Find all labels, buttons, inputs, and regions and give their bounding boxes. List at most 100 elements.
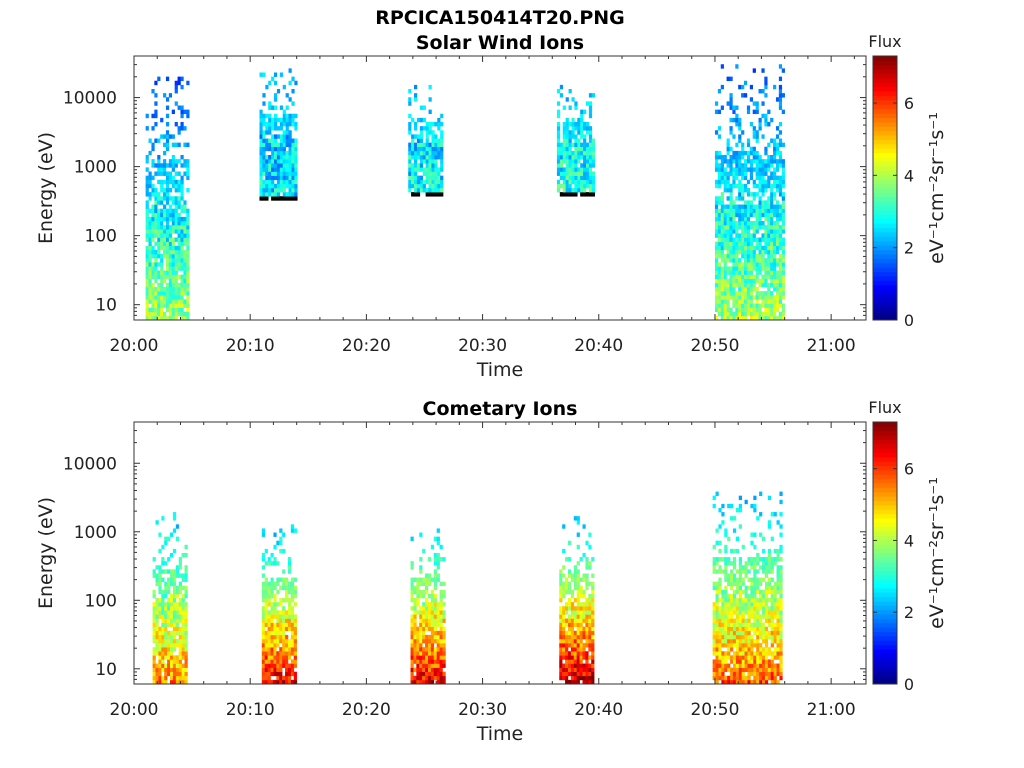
- spectrogram-cell: [583, 109, 587, 115]
- spectrogram-cell: [422, 614, 426, 619]
- spectrogram-cell: [732, 295, 736, 300]
- spectrogram-cell: [778, 155, 783, 160]
- spectrogram-cell: [268, 192, 272, 197]
- spectrogram-cell: [181, 630, 185, 636]
- spectrogram-cell: [732, 262, 736, 267]
- spectrogram-cell: [271, 146, 275, 152]
- spectrogram-cell: [178, 630, 182, 636]
- spectrogram-cell: [148, 278, 152, 284]
- spectrogram-cell: [425, 159, 429, 164]
- spectrogram-cell: [746, 200, 751, 205]
- spectrogram-cell: [778, 208, 783, 214]
- spectrogram-cell: [282, 610, 286, 615]
- spectrogram-cell: [762, 655, 766, 660]
- spectrogram-cell: [433, 614, 437, 619]
- spectrogram-cell: [164, 589, 168, 595]
- spectrogram-cell: [427, 634, 432, 640]
- spectrogram-cell: [735, 303, 739, 308]
- spectrogram-cell: [442, 663, 446, 668]
- spectrogram-cell: [154, 109, 158, 115]
- spectrogram-cell: [735, 630, 740, 636]
- spectrogram-cell: [726, 138, 730, 143]
- spectrogram-cell: [588, 647, 592, 652]
- spectrogram-cell: [288, 155, 292, 160]
- spectrogram-cell: [585, 183, 590, 189]
- spectrogram-cell: [729, 307, 733, 313]
- spectrogram-cell: [559, 573, 563, 578]
- spectrogram-cell: [738, 159, 742, 164]
- colorbar-band: [873, 605, 897, 611]
- spectrogram-cell: [427, 667, 432, 673]
- spectrogram-cell: [761, 68, 765, 73]
- spectrogram-cell: [585, 655, 589, 660]
- spectrogram-cell: [171, 142, 175, 148]
- spectrogram-cell: [414, 146, 418, 152]
- spectrogram-cell: [165, 295, 170, 300]
- spectrogram-cell: [270, 679, 274, 685]
- spectrogram-cell: [416, 163, 421, 168]
- spectrogram-cell: [735, 577, 740, 582]
- spectrogram-cell: [171, 237, 175, 242]
- spectrogram-cell: [427, 622, 432, 627]
- spectrogram-cell: [434, 188, 438, 193]
- spectrogram-cell: [267, 634, 271, 640]
- spectrogram-cell: [717, 109, 722, 115]
- spectrogram-cell: [184, 544, 188, 550]
- spectrogram-cell: [749, 307, 754, 313]
- spectrogram-cell: [744, 499, 748, 505]
- spectrogram-cell: [729, 225, 733, 230]
- spectrogram-cell: [174, 299, 178, 304]
- spectrogram-cell: [579, 634, 583, 640]
- spectrogram-cell: [735, 142, 739, 148]
- spectrogram-cell: [779, 671, 783, 677]
- colorbar-band: [873, 108, 897, 114]
- spectrogram-cell: [271, 188, 275, 193]
- spectrogram-cell: [770, 233, 774, 238]
- spectrogram-cell: [776, 671, 780, 677]
- spectrogram-cell: [160, 163, 164, 168]
- spectrogram-cell: [282, 679, 286, 685]
- spectrogram-cell: [186, 225, 190, 230]
- spectrogram-cell: [712, 544, 716, 550]
- spectrogram-cell: [585, 192, 590, 197]
- spectrogram-cell: [157, 291, 161, 296]
- spectrogram-cell: [178, 589, 182, 595]
- spectrogram-cell: [718, 610, 722, 615]
- spectrogram-cell: [729, 258, 733, 263]
- spectrogram-cell: [161, 593, 165, 599]
- spectrogram-cell: [178, 602, 182, 607]
- spectrogram-cell: [724, 544, 728, 550]
- spectrogram-cell: [155, 598, 159, 603]
- spectrogram-cell: [744, 287, 748, 292]
- spectrogram-cell: [276, 651, 280, 656]
- spectrogram-cell: [177, 229, 181, 234]
- spectrogram-cell: [167, 671, 171, 677]
- spectrogram-cell: [573, 651, 577, 656]
- spectrogram-cell: [180, 299, 184, 304]
- spectrogram-cell: [759, 598, 763, 603]
- spectrogram-cell: [720, 258, 724, 263]
- spectrogram-cell: [145, 291, 149, 296]
- spectrogram-cell: [741, 229, 745, 234]
- spectrogram-cell: [718, 540, 722, 546]
- spectrogram-cell: [163, 204, 167, 209]
- spectrogram-cell: [582, 667, 586, 673]
- x-tick-label: 20:10: [226, 336, 275, 356]
- spectrogram-cell: [712, 618, 716, 623]
- spectrogram-cell: [764, 638, 769, 644]
- spectrogram-cell: [749, 278, 754, 284]
- spectrogram-cell: [268, 175, 272, 181]
- spectrogram-cell: [155, 565, 159, 570]
- spectrogram-cell: [579, 610, 583, 615]
- spectrogram-cell: [585, 630, 589, 636]
- spectrogram-cell: [738, 606, 742, 611]
- spectrogram-cell: [756, 667, 760, 673]
- spectrogram-cell: [577, 159, 581, 164]
- spectrogram-cell: [773, 245, 777, 251]
- spectrogram-cell: [164, 655, 168, 660]
- spectrogram-cell: [712, 663, 716, 668]
- spectrogram-cell: [433, 667, 437, 673]
- spectrogram-cell: [764, 602, 769, 607]
- spectrogram-cell: [717, 221, 722, 226]
- spectrogram-cell: [759, 679, 763, 685]
